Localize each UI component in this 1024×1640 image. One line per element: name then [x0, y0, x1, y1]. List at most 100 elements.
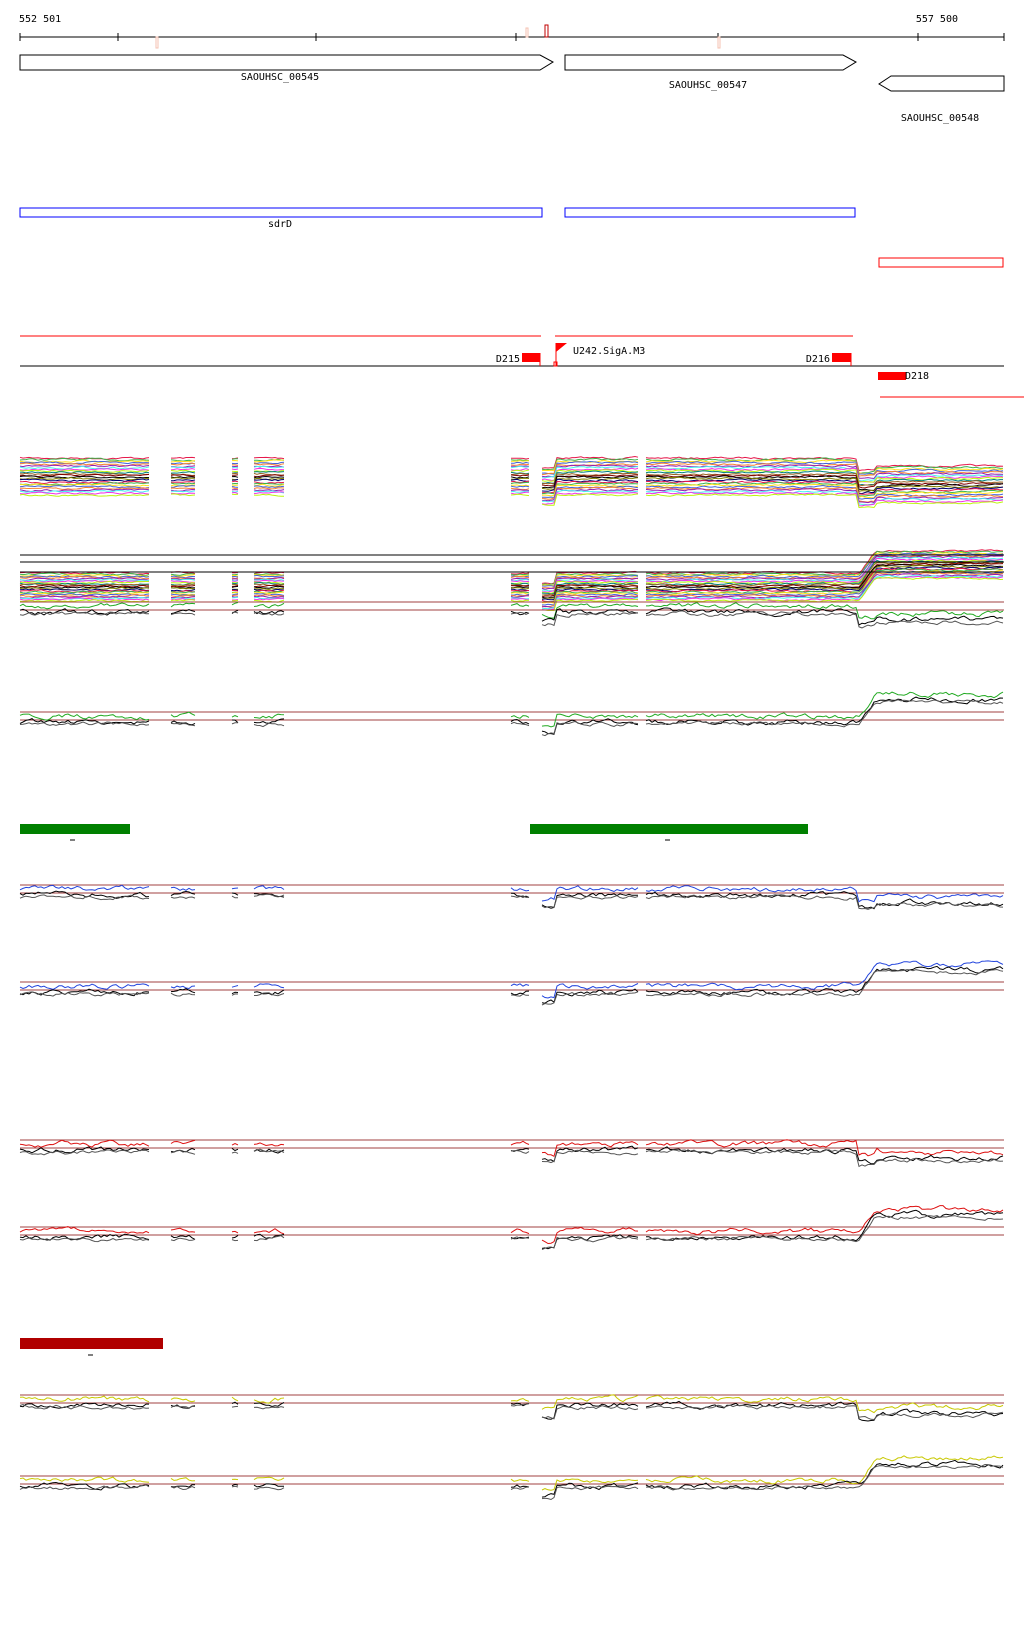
expression-series — [510, 460, 530, 462]
expression-series — [541, 1478, 639, 1491]
expression-series — [645, 489, 1004, 506]
expression-series — [541, 478, 639, 492]
expression-series — [170, 469, 196, 473]
expression-series — [510, 491, 529, 495]
expression-series — [541, 1145, 639, 1163]
site-marker — [155, 36, 159, 49]
expression-series — [541, 718, 639, 735]
expression-series — [19, 575, 150, 579]
expression-series — [19, 597, 150, 601]
expression-series — [541, 480, 639, 494]
u242-label: U242.SigA.M3 — [573, 346, 645, 357]
expression-series — [19, 1146, 150, 1154]
expression-series — [170, 578, 196, 581]
expression-series — [510, 895, 530, 898]
expression-series — [170, 593, 196, 597]
expression-series — [541, 983, 639, 999]
expression-series — [232, 590, 239, 592]
expression-series — [253, 1228, 285, 1235]
expression-series — [19, 585, 150, 589]
expression-series — [19, 988, 150, 997]
expression-series — [170, 587, 196, 590]
expression-series — [231, 472, 239, 475]
expression-series — [19, 894, 150, 901]
expression-series — [645, 464, 1004, 480]
coord-start: 552 501 — [19, 14, 61, 25]
expression-series — [541, 482, 639, 495]
gene-saouhsc-00545[interactable]: SAOUHSC_00545 — [19, 54, 555, 83]
expression-series — [510, 993, 530, 997]
expression-series — [170, 487, 196, 490]
expression-series — [645, 556, 1004, 583]
svg-text:SAOUHSC_00547: SAOUHSC_00547 — [669, 80, 747, 91]
expression-series — [510, 990, 530, 996]
expression-series — [19, 577, 150, 581]
condition-bar-green-1[interactable] — [20, 824, 130, 841]
expression-series — [231, 1483, 239, 1487]
feature-sdrd[interactable]: sdrD — [19, 207, 856, 230]
expression-series — [253, 594, 285, 597]
expression-series — [170, 1484, 196, 1488]
expression-series — [541, 574, 639, 587]
expression-series — [253, 475, 285, 479]
expression-series — [231, 475, 239, 478]
expression-series — [510, 459, 530, 462]
expression-series — [645, 894, 1004, 910]
expression-tracks — [19, 455, 1004, 1501]
expression-series — [541, 586, 639, 600]
expression-series — [170, 1237, 196, 1242]
expression-series — [170, 720, 196, 726]
expression-series — [231, 1143, 239, 1146]
expression-series — [510, 493, 530, 497]
expression-series — [231, 593, 239, 596]
expression-series — [253, 585, 285, 589]
expression-series — [253, 1476, 285, 1481]
expression-series — [170, 1405, 196, 1409]
expression-series — [541, 595, 639, 608]
gene-saouhsc-00547[interactable]: SAOUHSC_00547 — [564, 54, 858, 91]
expression-series — [19, 594, 150, 599]
expression-series — [170, 596, 196, 599]
expression-series — [511, 589, 530, 592]
expression-series — [541, 885, 639, 902]
expression-series — [19, 586, 150, 591]
expression-series — [231, 1405, 239, 1408]
expression-series — [170, 711, 196, 718]
expression-series — [254, 459, 285, 463]
feature-red-box[interactable] — [878, 257, 1004, 268]
expression-series — [253, 463, 285, 466]
expression-series — [541, 603, 639, 619]
expression-series — [645, 476, 1004, 492]
expression-series — [541, 577, 639, 590]
expression-series — [170, 599, 196, 602]
expression-series — [645, 1146, 1004, 1165]
expression-series — [510, 477, 530, 480]
expression-series — [541, 1485, 639, 1501]
expression-series — [231, 575, 239, 578]
expression-series — [645, 493, 1004, 509]
expression-series — [510, 480, 530, 483]
gene-saouhsc-00548[interactable]: SAOUHSC_00548 — [878, 75, 1005, 124]
expression-series — [231, 1239, 239, 1242]
expression-series — [170, 479, 196, 482]
expression-series — [510, 1403, 530, 1407]
expression-series — [19, 596, 150, 600]
expression-series — [231, 578, 239, 580]
expression-series — [19, 721, 150, 727]
condition-bar-red[interactable] — [20, 1338, 163, 1356]
expression-series — [253, 465, 285, 469]
expression-series — [645, 1214, 1004, 1243]
expression-series — [19, 469, 150, 473]
expression-series — [231, 715, 239, 718]
expression-series — [253, 1397, 285, 1404]
expression-series — [170, 886, 196, 891]
condition-bar-green-2[interactable] — [530, 824, 808, 841]
expression-series — [645, 1139, 1004, 1157]
expression-series — [510, 469, 530, 472]
expression-series — [541, 720, 639, 737]
expression-series — [253, 722, 285, 728]
expression-series — [170, 466, 196, 469]
expression-series — [541, 574, 638, 586]
expression-series — [231, 1147, 239, 1152]
expression-series — [20, 460, 150, 465]
